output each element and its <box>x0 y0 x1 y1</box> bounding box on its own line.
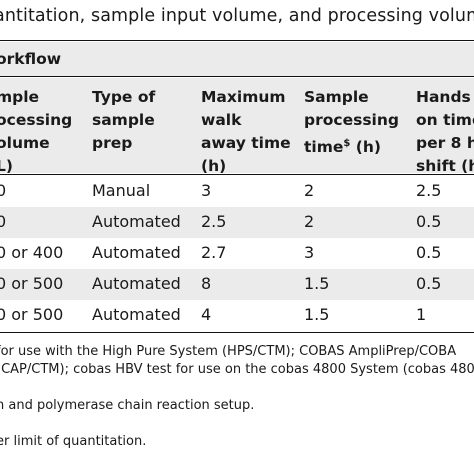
workflow-section-band <box>0 42 474 76</box>
table-header-band <box>0 78 474 173</box>
cell-sample-prep: Manual <box>92 181 151 200</box>
cell-volume: 0 or 400 <box>0 243 64 262</box>
cell-hands-on-time: 2.5 <box>416 181 442 200</box>
cell-sample-prep: Automated <box>92 274 181 293</box>
header-line-unit: (h) <box>355 138 381 157</box>
footnote-line: n and polymerase chain reaction setup. <box>0 398 255 413</box>
header-line: Hands <box>416 88 471 106</box>
cell-hands-on-time: 0.5 <box>416 212 442 231</box>
cell-walk-away-time: 2.7 <box>201 243 227 262</box>
header-line: olume <box>0 134 50 152</box>
table-top-rule <box>0 40 474 41</box>
header-line: processing <box>304 111 399 129</box>
header-line: Maximum <box>201 88 286 106</box>
table-row: 0 or 500 Automated 4 1.5 1 <box>0 300 474 331</box>
cell-volume: 0 <box>0 181 7 200</box>
table-row: 0 Manual 3 2 2.5 <box>0 176 474 207</box>
column-header-volume: mple ocessing olume L) <box>0 86 72 178</box>
column-header-walk-away-time: Maximum walk away time (h) <box>201 86 291 178</box>
cell-processing-time: 1.5 <box>304 274 330 293</box>
table-row: 0 or 400 Automated 2.7 3 0.5 <box>0 238 474 269</box>
cell-processing-time: 2 <box>304 181 315 200</box>
footnote-marker: $ <box>343 138 351 149</box>
table-row: 0 or 500 Automated 8 1.5 0.5 <box>0 269 474 300</box>
header-line: away time <box>201 134 291 152</box>
header-line: mple <box>0 88 40 106</box>
cell-sample-prep: Automated <box>92 305 181 324</box>
cell-sample-prep: Automated <box>92 212 181 231</box>
header-line: walk <box>201 111 242 129</box>
section-rule <box>0 76 474 77</box>
column-header-sample-prep: Type of sample prep <box>92 86 155 155</box>
header-line: (h) <box>201 157 227 175</box>
column-header-processing-time: Sample processing time$ (h) <box>304 86 399 159</box>
header-line: L) <box>0 157 13 175</box>
footnote-line: (CAP/CTM); cobas HBV test for use on the… <box>0 362 474 377</box>
cell-walk-away-time: 4 <box>201 305 212 324</box>
header-line: prep <box>92 134 133 152</box>
cell-volume: 0 <box>0 212 7 231</box>
cell-volume: 0 or 500 <box>0 274 64 293</box>
cell-hands-on-time: 0.5 <box>416 274 442 293</box>
table-row: 0 Automated 2.5 2 0.5 <box>0 207 474 238</box>
header-rule <box>0 174 474 175</box>
header-line: Type of <box>92 88 156 106</box>
cell-hands-on-time: 1 <box>416 305 427 324</box>
table-bottom-rule <box>0 332 474 333</box>
header-line: time$ (h) <box>304 132 399 159</box>
cell-hands-on-time: 0.5 <box>416 243 442 262</box>
header-line: shift (h <box>416 157 474 175</box>
header-line: per 8 h <box>416 134 474 152</box>
cell-processing-time: 2 <box>304 212 315 231</box>
column-header-hands-on-time: Hands on time per 8 h shift (h <box>416 86 474 178</box>
footnote-line: for use with the High Pure System (HPS/C… <box>0 344 457 359</box>
cell-sample-prep: Automated <box>92 243 181 262</box>
cell-processing-time: 1.5 <box>304 305 330 324</box>
header-line-text: time <box>304 138 344 157</box>
cell-walk-away-time: 3 <box>201 181 212 200</box>
cell-volume: 0 or 500 <box>0 305 64 324</box>
table-caption: antitation, sample input volume, and pro… <box>0 6 474 26</box>
workflow-section-label: orkflow <box>0 50 62 68</box>
cell-walk-away-time: 2.5 <box>201 212 227 231</box>
footnote-line: er limit of quantitation. <box>0 434 147 449</box>
header-line: Sample <box>304 88 369 106</box>
cell-walk-away-time: 8 <box>201 274 212 293</box>
header-line: sample <box>92 111 155 129</box>
header-line: ocessing <box>0 111 73 129</box>
header-line: on time <box>416 111 474 129</box>
cell-processing-time: 3 <box>304 243 315 262</box>
